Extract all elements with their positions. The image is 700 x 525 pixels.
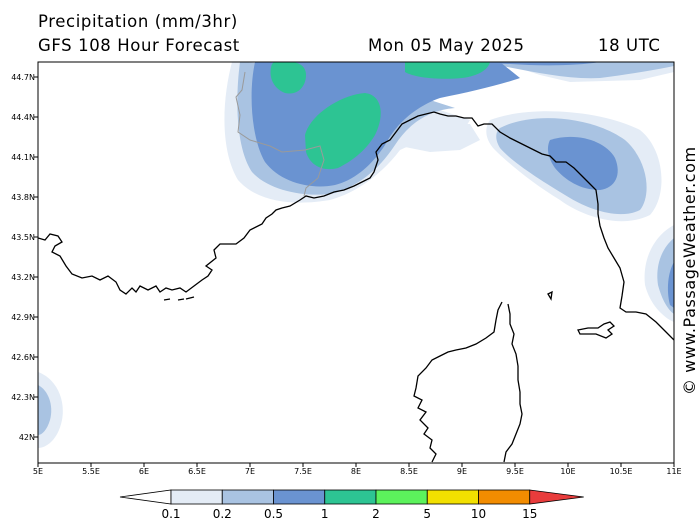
lat-tick-label: 43.2N	[11, 273, 35, 282]
geography-layer	[38, 71, 674, 463]
lon-tick-label: 8E	[351, 467, 361, 476]
colorbar-level-label: 0.1	[161, 507, 180, 521]
colorbar-level-label: 1	[321, 507, 329, 521]
coastline-elba	[577, 321, 616, 339]
lat-tick-label: 43.5N	[11, 233, 35, 242]
lat-tick-label: 42N	[19, 433, 35, 442]
valid-date: Mon 05 May 2025	[368, 36, 525, 55]
coastline-hyeres	[163, 296, 195, 301]
colorbar-swatch	[273, 489, 326, 505]
forecast-run: GFS 108 Hour Forecast	[38, 36, 240, 55]
map-title: Precipitation (mm/3hr)	[38, 12, 238, 31]
precipitation-layer	[38, 62, 674, 448]
lon-tick-label: 6.5E	[188, 467, 206, 476]
lon-tick-label: 6E	[139, 467, 149, 476]
colorbar: 0.1 0.2 0.5 1 2 5 10 15	[119, 489, 584, 521]
colorbar-level-label: 0.2	[213, 507, 232, 521]
lat-tick-label: 42.6N	[11, 353, 35, 362]
colorbar-level-label: 15	[522, 507, 537, 521]
precip-level-0.5	[251, 62, 674, 308]
precip-level-1	[270, 62, 490, 170]
colorbar-level-label: 10	[471, 507, 486, 521]
lat-tick-label: 43.8N	[11, 193, 35, 202]
lat-tick-label: 44.1N	[11, 153, 35, 162]
lon-tick-label: 10.5E	[610, 467, 633, 476]
coastline-mainland	[38, 111, 674, 341]
colorbar-swatch	[324, 489, 377, 505]
lon-tick-label: 9.5E	[506, 467, 524, 476]
lat-tick-label: 44.7N	[11, 73, 35, 82]
colorbar-swatch	[375, 489, 428, 505]
colorbar-swatch	[221, 489, 274, 505]
lon-tick-label: 9E	[457, 467, 467, 476]
colorbar-upper-extend	[529, 489, 584, 505]
axis-ticks: 5E 5.5E 6E 6.5E 7E 7.5E 8E 8.5E 9E 9.5E 10E 10.5E 11…	[11, 73, 681, 476]
colorbar-level-label: 5	[423, 507, 431, 521]
valid-time: 18 UTC	[598, 36, 661, 55]
colorbar-swatch	[170, 489, 223, 505]
colorbar-swatch	[478, 489, 531, 505]
lon-tick-label: 7.5E	[294, 467, 312, 476]
colorbar-swatch	[426, 489, 479, 505]
lon-tick-label: 5E	[33, 467, 43, 476]
lat-tick-label: 42.3N	[11, 393, 35, 402]
lon-tick-label: 5.5E	[82, 467, 100, 476]
coastline-corsica	[413, 301, 523, 463]
lon-tick-label: 10E	[560, 467, 575, 476]
lon-tick-label: 7E	[245, 467, 255, 476]
national-border	[235, 71, 325, 197]
colorbar-level-label: 2	[372, 507, 380, 521]
lat-tick-label: 42.9N	[11, 313, 35, 322]
colorbar-lower-extend	[119, 489, 172, 505]
lon-tick-label: 11E	[666, 467, 681, 476]
lon-tick-label: 8.5E	[400, 467, 418, 476]
coastline-capraia	[547, 290, 553, 301]
colorbar-level-label: 0.5	[264, 507, 283, 521]
lat-tick-label: 44.4N	[11, 113, 35, 122]
passageweather-watermark: © www.PassageWeather.com	[680, 146, 699, 395]
